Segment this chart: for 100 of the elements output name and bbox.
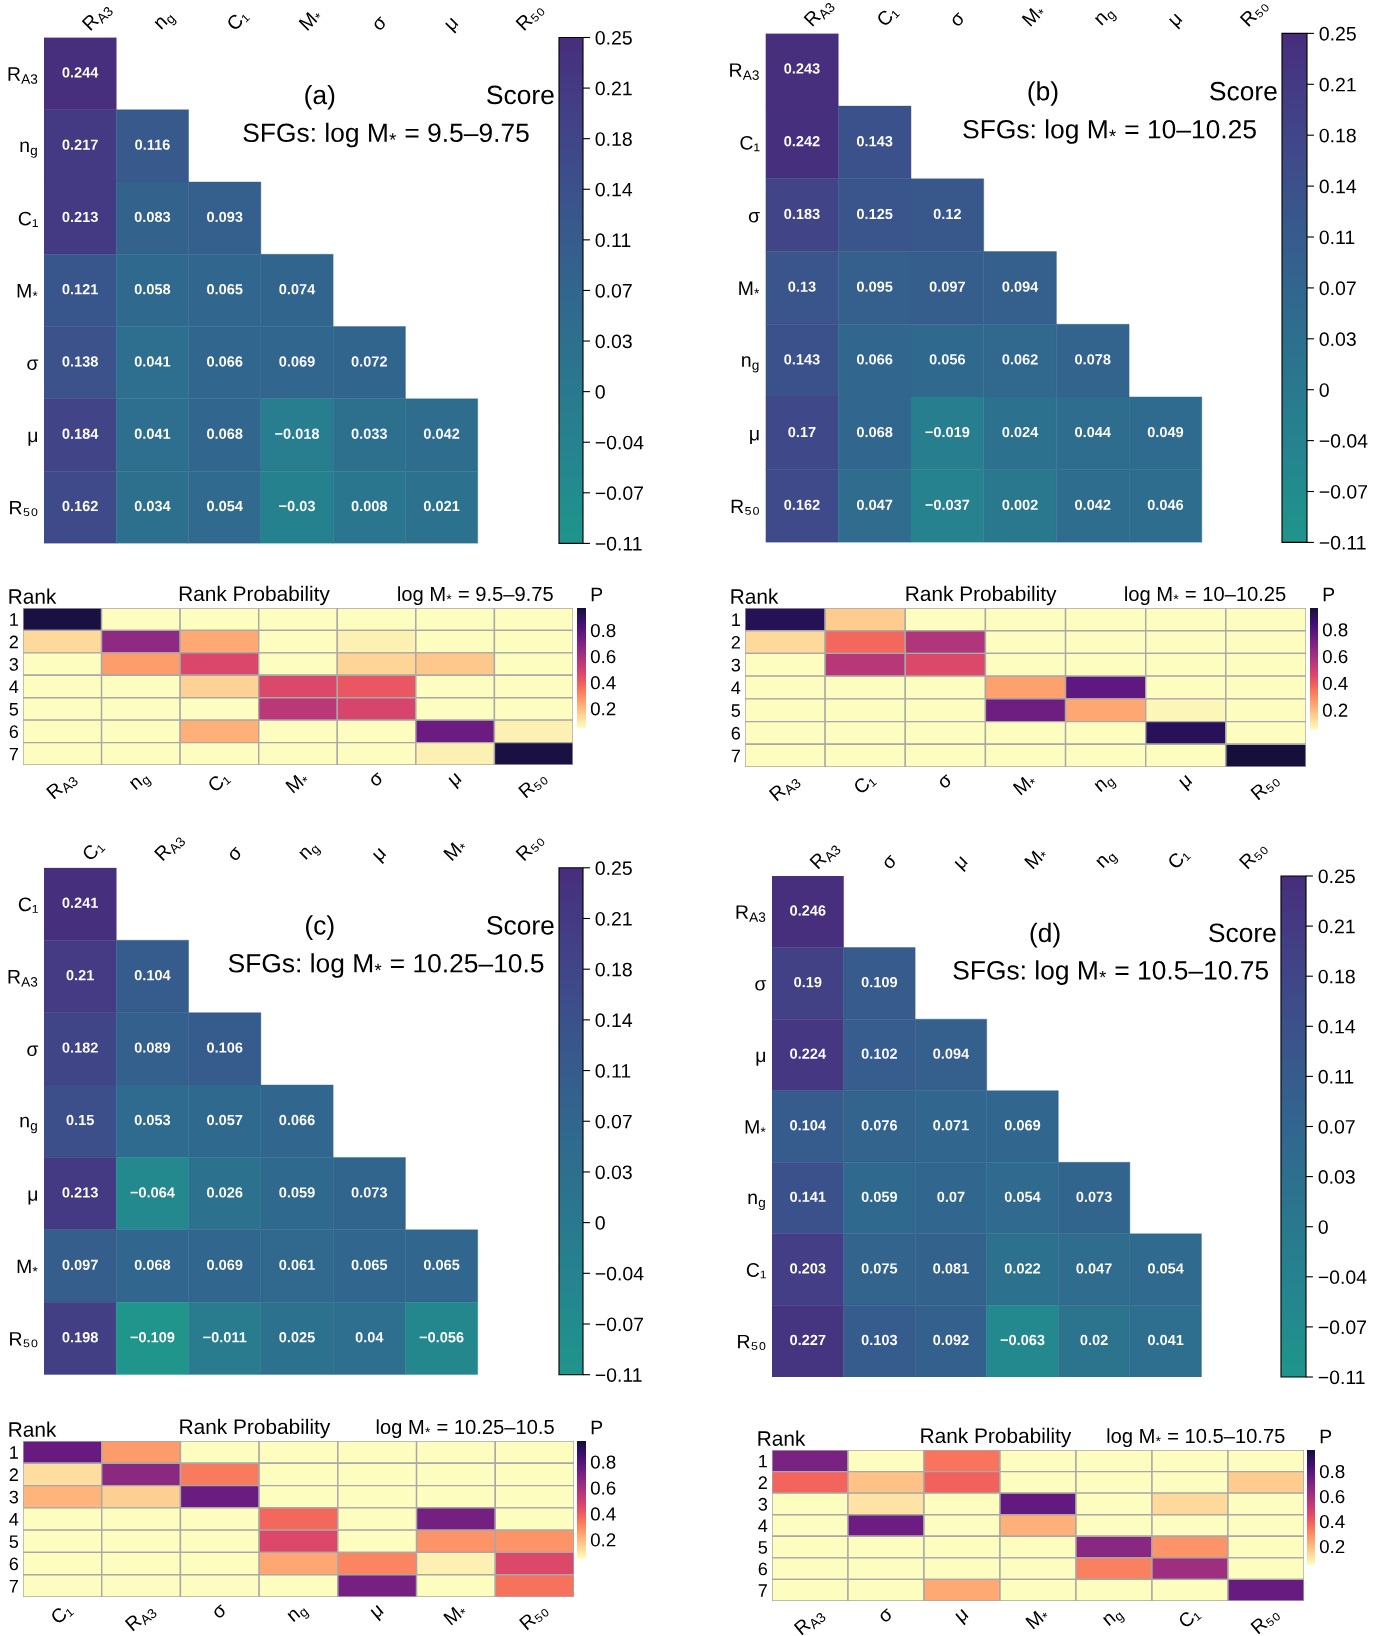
x-tick-label: σ — [227, 846, 244, 862]
data-label: 0.061 — [279, 1259, 315, 1270]
chart-title: Rank Probability — [179, 585, 330, 606]
data-label: 0.121 — [62, 284, 98, 295]
x-tick-label: n$_{g}$ — [287, 1603, 311, 1627]
text: SFGs: log M$_{*}$ = 9.5–9.75 — [243, 122, 529, 148]
data-label: 0.094 — [933, 1048, 970, 1059]
data-label: −0.037 — [925, 499, 970, 510]
y-tick-label: 7 — [9, 1579, 18, 1593]
data-label: 0.15 — [66, 1114, 94, 1126]
color-bar-label: 0.6 — [1322, 649, 1348, 664]
data-label: 0.046 — [1147, 499, 1184, 510]
y-tick-label: 7 — [731, 749, 740, 763]
color-bar-label: 0.03 — [1319, 332, 1356, 347]
data-label: −0.011 — [203, 1332, 247, 1343]
x-tick-label: R₅₀ — [1238, 840, 1269, 871]
x-tick-label: R₅₀ — [519, 1602, 550, 1632]
color-bar-label: 0.18 — [1318, 969, 1355, 984]
x-tick-label: n$_{g}$ — [1094, 6, 1118, 30]
color-bar-label: −0.11 — [1319, 535, 1366, 550]
data-label: 0.093 — [207, 211, 243, 223]
color-bar-label: 0.03 — [595, 1165, 632, 1180]
y-tick-label: μ — [28, 431, 38, 446]
y-tick-label: 4 — [731, 681, 741, 695]
color-bar-label: 0.18 — [1319, 128, 1356, 143]
y-tick-label: 2 — [731, 636, 740, 649]
color-bar-label: 0.03 — [1318, 1170, 1355, 1184]
y-tick-label: 4 — [9, 1513, 19, 1526]
x-tick-label: μ — [1169, 13, 1185, 30]
color-bar-label: 0.21 — [595, 911, 632, 926]
color-bar-label: 0.8 — [590, 623, 616, 638]
color-bar-label: −0.04 — [1318, 1270, 1367, 1285]
y-tick-label: 6 — [9, 1557, 19, 1571]
data-label: 0.184 — [62, 428, 99, 439]
x-tick-label: M$_{*}$ — [443, 1602, 468, 1626]
data-label: −0.03 — [279, 500, 315, 512]
data-label: 0.081 — [933, 1263, 969, 1274]
data-label: 0.241 — [62, 897, 98, 908]
data-label: 0.097 — [929, 281, 965, 292]
color-bar-label: 0.25 — [1318, 869, 1355, 884]
data-label: 0.116 — [135, 139, 170, 150]
x-tick-label: μ — [448, 773, 464, 790]
color-bar-label: 0.14 — [595, 182, 633, 197]
data-label: 0.041 — [1147, 1334, 1184, 1346]
color-bar-title: Score — [1210, 81, 1277, 101]
y-axis-title: Rank — [9, 1421, 57, 1437]
y-tick-label: 7 — [9, 747, 18, 761]
y-axis-title: Rank — [731, 588, 779, 604]
data-label: 0.125 — [856, 208, 893, 220]
y-tick-label: M$_{*}$ — [739, 281, 760, 295]
y-tick-label: 2 — [758, 1476, 767, 1489]
chart-subtitle: log M$_{*}$ = 10.5–10.75 — [1107, 1428, 1285, 1448]
y-tick-label: μ — [756, 1051, 766, 1066]
x-tick-label: μ — [1179, 775, 1195, 792]
color-bar-label: −0.11 — [595, 536, 642, 551]
color-bar-label: −0.11 — [1318, 1370, 1365, 1385]
data-label: 0.072 — [351, 356, 387, 367]
data-label: 0.243 — [784, 63, 820, 74]
color-bar-label: −0.11 — [595, 1368, 642, 1382]
data-label: 0.109 — [861, 976, 898, 988]
y-tick-label: R$_{A3}$ — [736, 905, 766, 923]
x-tick-label: n$_{g}$ — [1094, 773, 1118, 797]
data-label: 0.04 — [355, 1332, 384, 1343]
chart-subtitle: log M$_{*}$ = 10–10.25 — [1125, 586, 1286, 606]
data-label: 0.21 — [66, 970, 94, 981]
x-tick-label: μ — [372, 847, 389, 864]
x-tick-label: M$_{*}$ — [298, 7, 323, 31]
data-label: 0.069 — [1004, 1120, 1041, 1131]
y-tick-label: 3 — [731, 658, 741, 672]
data-label: 0.141 — [790, 1191, 826, 1202]
data-label: 0.07 — [937, 1191, 965, 1202]
x-tick-label: n$_{g}$ — [299, 840, 323, 864]
x-tick-label: σ — [212, 1604, 228, 1620]
data-label: 0.059 — [279, 1187, 315, 1198]
data-label: 0.008 — [351, 500, 388, 512]
x-tick-label: R$_{A3}$ — [124, 1602, 158, 1634]
y-tick-label: C₁ — [18, 211, 38, 227]
y-tick-label: 1 — [759, 1454, 767, 1468]
data-label: 0.058 — [134, 284, 171, 295]
x-tick-label: n$_{g}$ — [1102, 1607, 1126, 1631]
data-label: 0.073 — [1076, 1191, 1112, 1203]
x-tick-label: μ — [954, 856, 971, 873]
data-label: 0.054 — [1147, 1263, 1184, 1274]
color-bar-label: 0.14 — [1319, 179, 1357, 194]
color-bar-label: 0.6 — [590, 649, 616, 664]
data-label: 0.068 — [134, 1259, 171, 1270]
color-bar-label: 0.25 — [595, 30, 632, 45]
chart-title: Rank Probability — [180, 1418, 331, 1439]
x-tick-label: R$_{A3}$ — [81, 0, 114, 33]
color-bar-label: 0.03 — [595, 334, 632, 349]
data-label: 0.066 — [207, 356, 243, 367]
x-tick-label: C₁ — [206, 769, 232, 794]
data-label: 0.083 — [134, 211, 171, 223]
x-tick-label: R$_{A3}$ — [154, 831, 187, 864]
data-label: 0.106 — [207, 1042, 243, 1053]
text: (a) — [305, 84, 335, 110]
color-bar-label: 0.11 — [595, 1064, 631, 1078]
x-tick-label: M$_{*}$ — [1024, 845, 1048, 870]
y-tick-label: μ — [750, 430, 759, 445]
y-tick-label: 5 — [758, 1541, 768, 1554]
